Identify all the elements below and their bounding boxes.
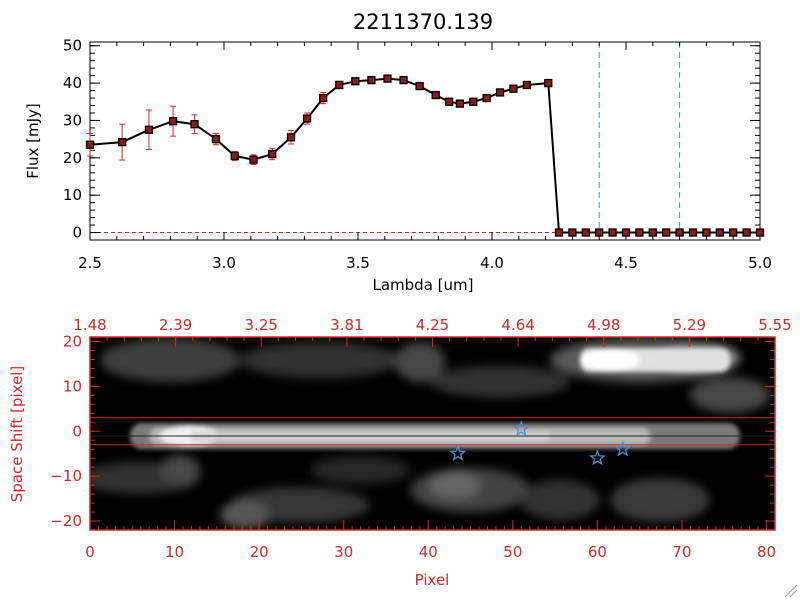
x-tick-label: 10 [165,543,184,561]
data-point [444,97,454,106]
data-point [383,74,392,83]
top-x-tick-label: 2.39 [159,316,192,334]
data-point [455,99,464,108]
data-point [144,125,154,134]
data-point [702,228,711,237]
data-point [367,75,376,85]
x-tick-label: 0 [85,543,95,561]
data-point [621,228,631,237]
data-point [469,97,478,106]
top-plot-frame [89,41,761,241]
data-point [118,137,127,147]
data-point [729,228,738,237]
data-point [554,228,564,237]
x-tick-label: 4.0 [480,254,504,272]
y-tick-label: 0 [72,422,82,440]
data-point [286,133,296,142]
data-point [715,228,724,237]
data-point [211,134,221,144]
top-x-tick-label: 5.55 [758,316,791,334]
data-point [595,228,604,237]
data-point [742,228,751,237]
star-marker [589,449,606,466]
x-tick-label: 50 [503,543,522,561]
y-tick-label: 40 [63,74,82,92]
top-x-tick-label: 4.25 [416,316,449,334]
top-x-tick-label: 4.98 [587,316,620,334]
top-x-tick-label: 1.48 [73,316,106,334]
data-point [85,140,95,149]
data-point [351,77,360,86]
top-x-tick-label: 5.29 [673,316,706,334]
x-tick-label: 2.5 [78,254,102,272]
x-tick-label: 60 [588,543,607,561]
data-point [399,75,408,85]
x-tick-label: 3.0 [212,254,236,272]
top-x-axis-label: Lambda [um] [373,276,474,294]
y-tick-label: 0 [72,224,82,242]
star-marker [449,444,467,461]
spectrum-2d-image [90,337,775,530]
data-point [495,88,505,97]
data-point [249,155,258,164]
y-tick-label: 20 [63,332,82,350]
x-tick-label: 5.0 [748,254,772,272]
data-point [190,120,199,129]
data-point [688,228,698,237]
data-point [230,151,239,161]
x-tick-label: 3.5 [346,254,370,272]
star-marker [614,440,632,457]
data-point [675,228,684,237]
data-point [755,228,765,237]
data-point [509,84,518,93]
y-tick-label: 20 [63,149,82,167]
y-tick-label: −10 [50,467,82,485]
x-tick-label: 4.5 [614,254,638,272]
flux-line [89,77,760,234]
data-point [635,228,644,237]
resize-grip[interactable] [784,584,798,598]
star-marker [512,420,530,437]
x-tick-label: 20 [250,543,269,561]
x-tick-label: 30 [334,543,353,561]
spectrum-plot: 2.5 3.0 3.5 4.0 4.5 5.0 0 10 20 30 40 50 Lambda [um… [24,37,772,294]
data-point [319,93,328,103]
x-tick-label: 80 [757,543,776,561]
data-point [415,81,424,91]
data-point [522,80,531,90]
data-point [335,80,344,90]
top-x-tick-label: 3.25 [245,316,278,334]
y-tick-label: 50 [63,37,82,55]
data-point [568,228,577,237]
top-x-tick-label: 4.64 [501,316,534,334]
y-tick-label: 10 [63,377,82,395]
x-tick-label: 70 [672,543,691,561]
bottom-x-axis-label: Pixel [415,571,450,589]
data-point [544,78,553,88]
bottom-plot-marks: 0 10 20 30 40 50 60 70 80 1.48 2.39 3.25 3.81 4.25 4.6… [50,316,791,561]
data-point [482,93,491,103]
data-point [302,114,312,123]
data-point [662,228,671,237]
top-plot-marks: 2.5 3.0 3.5 4.0 4.5 5.0 0 10 20 30 40 50 [63,37,772,272]
y-tick-label: −20 [50,512,82,530]
data-point [431,90,440,100]
data-point [268,149,277,159]
top-y-axis-label: Flux [mJy] [24,103,42,179]
x-tick-label: 40 [419,543,438,561]
chart-title: 2211370.139 [353,10,493,34]
data-point [168,117,178,126]
data-point [608,228,617,237]
data-point [581,228,590,237]
spectrum-image-panel: 0 10 20 30 40 50 60 70 80 1.48 2.39 3.25 3.81 4.25 4.6… [8,316,792,589]
data-point [648,228,657,237]
y-tick-label: 10 [63,186,82,204]
y-tick-label: 30 [63,111,82,129]
top-x-tick-label: 3.81 [330,316,363,334]
bottom-y-axis-label: Space Shift [pixel] [8,366,26,503]
